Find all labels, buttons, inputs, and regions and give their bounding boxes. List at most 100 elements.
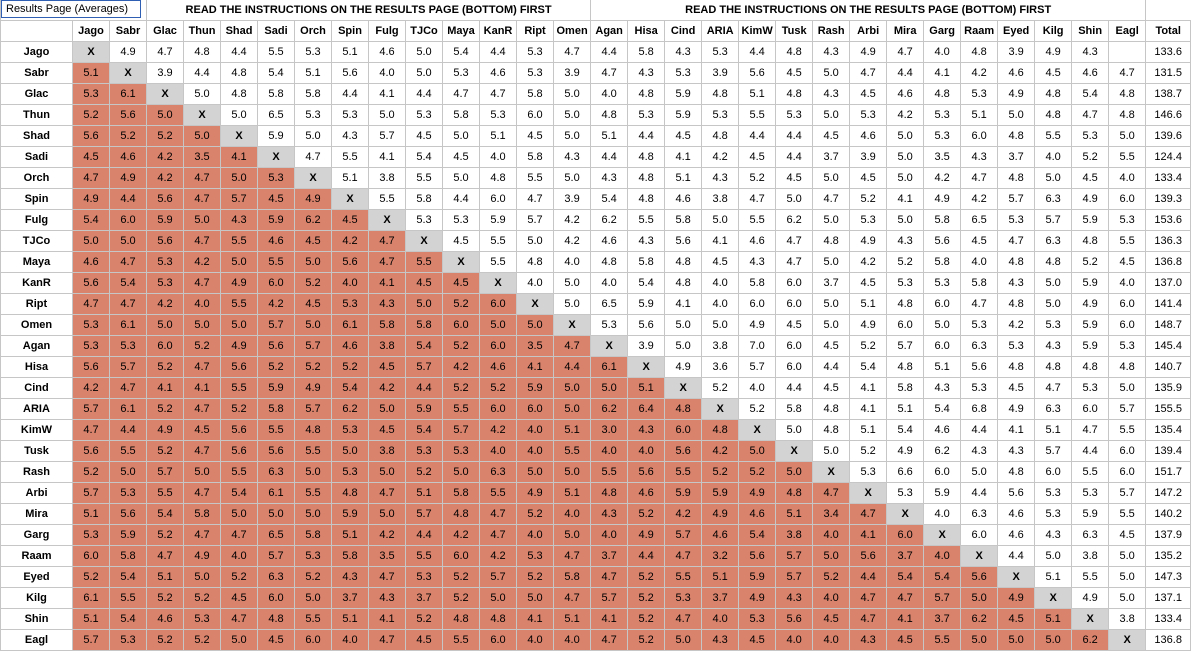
score-cell[interactable]: 3.8 xyxy=(701,335,740,357)
score-cell[interactable]: 5.9 xyxy=(1071,209,1110,231)
score-cell[interactable]: 4.4 xyxy=(442,188,481,210)
score-cell[interactable]: 5.7 xyxy=(1108,482,1147,504)
score-cell[interactable]: 5.7 xyxy=(1108,398,1147,420)
score-cell[interactable]: 5.0 xyxy=(812,314,851,336)
score-cell[interactable]: 5.8 xyxy=(368,314,407,336)
score-cell[interactable]: 4.4 xyxy=(1071,440,1110,462)
score-cell[interactable]: 4.6 xyxy=(72,251,110,273)
score-cell[interactable]: 5.9 xyxy=(664,104,703,126)
row-header[interactable]: Eyed xyxy=(0,566,73,588)
score-cell[interactable]: 5.0 xyxy=(701,314,740,336)
score-cell[interactable]: 4.4 xyxy=(220,41,259,63)
score-cell[interactable]: 4.7 xyxy=(553,335,592,357)
score-cell[interactable]: 4.3 xyxy=(553,146,592,168)
score-cell[interactable]: 4.3 xyxy=(886,230,925,252)
score-cell[interactable]: 4.8 xyxy=(664,251,703,273)
score-cell[interactable]: 5.0 xyxy=(664,335,703,357)
score-cell[interactable]: 5.2 xyxy=(183,587,222,609)
score-cell[interactable]: 5.0 xyxy=(553,524,592,546)
score-cell[interactable]: 5.3 xyxy=(923,125,962,147)
score-cell[interactable]: 4.1 xyxy=(183,377,222,399)
score-cell[interactable]: 5.5 xyxy=(294,440,333,462)
row-header[interactable]: Tusk xyxy=(0,440,73,462)
score-cell[interactable]: 5.8 xyxy=(442,104,481,126)
score-cell[interactable]: 3.5 xyxy=(368,545,407,567)
score-cell[interactable]: 5.8 xyxy=(960,272,999,294)
score-cell[interactable]: 5.2 xyxy=(738,398,777,420)
total-cell[interactable]: 139.4 xyxy=(1145,440,1192,462)
score-cell[interactable]: 5.0 xyxy=(220,251,259,273)
score-cell[interactable]: 4.5 xyxy=(775,167,814,189)
score-cell[interactable]: 4.0 xyxy=(516,272,555,294)
score-cell[interactable]: 5.3 xyxy=(701,104,740,126)
total-cell[interactable]: 155.5 xyxy=(1145,398,1192,420)
score-cell[interactable]: 5.2 xyxy=(146,587,185,609)
score-cell[interactable]: 5.3 xyxy=(1071,482,1110,504)
score-cell[interactable]: 5.0 xyxy=(812,440,851,462)
score-cell[interactable]: 6.5 xyxy=(590,293,629,315)
score-cell[interactable]: 5.1 xyxy=(886,398,925,420)
score-cell[interactable]: 5.7 xyxy=(72,482,110,504)
score-cell[interactable]: 4.5 xyxy=(849,167,888,189)
score-cell[interactable]: 6.0 xyxy=(923,461,962,483)
score-cell[interactable]: 5.0 xyxy=(1108,377,1147,399)
total-cell[interactable]: 147.2 xyxy=(1145,482,1192,504)
score-cell[interactable]: 4.7 xyxy=(183,440,222,462)
score-cell[interactable]: 4.5 xyxy=(738,629,777,651)
score-cell[interactable]: 5.6 xyxy=(220,356,259,378)
total-cell[interactable]: 141.4 xyxy=(1145,293,1192,315)
score-cell[interactable]: 5.0 xyxy=(146,314,185,336)
score-cell[interactable]: 5.5 xyxy=(923,629,962,651)
score-cell[interactable]: 4.1 xyxy=(923,62,962,84)
score-cell[interactable]: 5.8 xyxy=(923,251,962,273)
score-cell[interactable]: 5.0 xyxy=(405,41,444,63)
score-cell[interactable]: 5.6 xyxy=(257,335,296,357)
score-cell[interactable]: 4.4 xyxy=(997,545,1036,567)
diagonal-cell[interactable]: X xyxy=(738,419,777,441)
score-cell[interactable]: 4.8 xyxy=(886,293,925,315)
score-cell[interactable]: 4.8 xyxy=(812,230,851,252)
score-cell[interactable]: 6.2 xyxy=(590,398,629,420)
score-cell[interactable]: 5.5 xyxy=(1108,503,1147,525)
score-cell[interactable]: 4.9 xyxy=(516,482,555,504)
score-cell[interactable]: 4.8 xyxy=(701,83,740,105)
score-cell[interactable]: 5.8 xyxy=(331,545,370,567)
score-cell[interactable]: 5.0 xyxy=(1034,629,1073,651)
score-cell[interactable]: 5.9 xyxy=(923,482,962,504)
score-cell[interactable]: 4.8 xyxy=(1034,83,1073,105)
score-cell[interactable]: 4.0 xyxy=(1108,167,1147,189)
score-cell[interactable]: 6.2 xyxy=(775,209,814,231)
score-cell[interactable]: 3.9 xyxy=(701,62,740,84)
score-cell[interactable]: 4.0 xyxy=(516,440,555,462)
score-cell[interactable]: 4.0 xyxy=(738,377,777,399)
score-cell[interactable]: 5.2 xyxy=(627,608,666,630)
score-cell[interactable]: 6.2 xyxy=(294,209,333,231)
score-cell[interactable]: 5.0 xyxy=(294,587,333,609)
score-cell[interactable]: 5.5 xyxy=(405,545,444,567)
score-cell[interactable]: 4.6 xyxy=(479,62,518,84)
score-cell[interactable]: 4.5 xyxy=(257,629,296,651)
score-cell[interactable]: 5.0 xyxy=(1034,545,1073,567)
score-cell[interactable]: 5.0 xyxy=(405,62,444,84)
total-cell[interactable]: 151.7 xyxy=(1145,461,1192,483)
score-cell[interactable]: 5.0 xyxy=(886,125,925,147)
score-cell[interactable]: 4.7 xyxy=(479,524,518,546)
score-cell[interactable]: 5.8 xyxy=(516,146,555,168)
score-cell[interactable]: 4.1 xyxy=(886,608,925,630)
score-cell[interactable]: 5.7 xyxy=(442,419,481,441)
score-cell[interactable]: 4.3 xyxy=(738,251,777,273)
score-cell[interactable]: 5.1 xyxy=(1034,566,1073,588)
score-cell[interactable]: 5.8 xyxy=(886,377,925,399)
score-cell[interactable]: 5.3 xyxy=(479,104,518,126)
score-cell[interactable]: 4.4 xyxy=(738,125,777,147)
score-cell[interactable]: 4.5 xyxy=(701,251,740,273)
score-cell[interactable]: 4.8 xyxy=(442,503,481,525)
score-cell[interactable]: 5.1 xyxy=(553,608,592,630)
score-cell[interactable]: 5.5 xyxy=(553,440,592,462)
score-cell[interactable]: 4.8 xyxy=(923,83,962,105)
column-header[interactable]: Raam xyxy=(960,20,999,42)
score-cell[interactable]: 5.7 xyxy=(72,629,110,651)
score-cell[interactable]: 6.0 xyxy=(1108,461,1147,483)
score-cell[interactable]: 5.4 xyxy=(405,146,444,168)
score-cell[interactable]: 4.5 xyxy=(812,125,851,147)
